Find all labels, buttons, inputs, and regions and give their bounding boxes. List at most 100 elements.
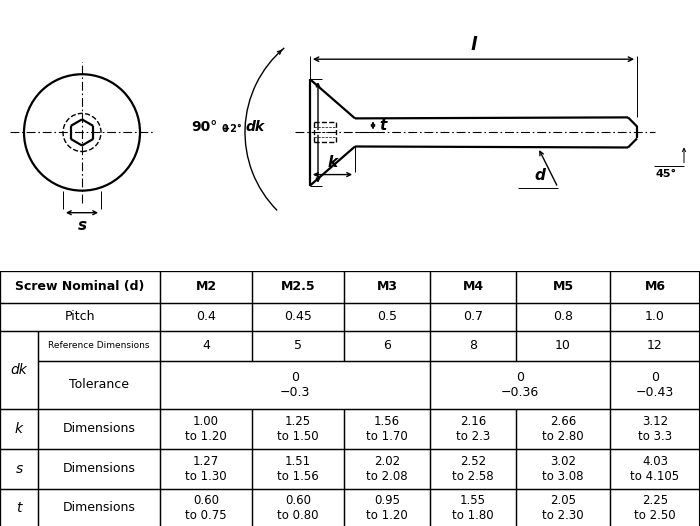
Bar xyxy=(38,361,160,409)
Bar xyxy=(160,303,252,331)
Bar xyxy=(160,409,252,449)
Text: t: t xyxy=(16,501,22,515)
Bar xyxy=(160,489,252,526)
Text: 2.52
to 2.58: 2.52 to 2.58 xyxy=(452,455,493,483)
Text: 0.8: 0.8 xyxy=(553,310,573,323)
Text: 2.05
to 2.30: 2.05 to 2.30 xyxy=(542,494,584,522)
Text: Tolerance: Tolerance xyxy=(69,378,129,391)
Text: 0
−0.3: 0 −0.3 xyxy=(280,371,310,399)
Bar xyxy=(0,271,160,303)
Bar xyxy=(430,331,516,361)
Text: 1.00
to 1.20: 1.00 to 1.20 xyxy=(185,415,227,443)
Text: M5: M5 xyxy=(552,280,573,294)
Bar xyxy=(516,409,610,449)
Text: 45°: 45° xyxy=(656,168,677,178)
Text: 2.25
to 2.50: 2.25 to 2.50 xyxy=(634,494,676,522)
Bar xyxy=(430,409,516,449)
Text: 0
−0.43: 0 −0.43 xyxy=(636,371,674,399)
Text: 0: 0 xyxy=(222,125,229,135)
Bar xyxy=(252,303,344,331)
Text: 6: 6 xyxy=(383,339,391,352)
Text: 1.25
to 1.50: 1.25 to 1.50 xyxy=(277,415,318,443)
Text: 4: 4 xyxy=(202,339,210,352)
Bar xyxy=(160,449,252,489)
Bar xyxy=(430,489,516,526)
Text: Screw Nominal (d): Screw Nominal (d) xyxy=(15,280,145,294)
Bar xyxy=(610,331,700,361)
Bar xyxy=(516,489,610,526)
Text: dk: dk xyxy=(10,363,27,377)
Bar xyxy=(610,449,700,489)
Bar xyxy=(252,449,344,489)
Text: M6: M6 xyxy=(645,280,666,294)
Bar xyxy=(610,489,700,526)
Bar xyxy=(610,361,700,409)
Text: M2.5: M2.5 xyxy=(281,280,315,294)
Text: 90°: 90° xyxy=(192,120,218,135)
Text: 2.02
to 2.08: 2.02 to 2.08 xyxy=(366,455,408,483)
Text: M3: M3 xyxy=(377,280,398,294)
Text: Dimensions: Dimensions xyxy=(62,501,135,514)
Text: Dimensions: Dimensions xyxy=(62,422,135,436)
Text: k: k xyxy=(15,422,23,436)
Text: Dimensions: Dimensions xyxy=(62,462,135,476)
Bar xyxy=(252,489,344,526)
Bar xyxy=(160,271,252,303)
Text: 1.56
to 1.70: 1.56 to 1.70 xyxy=(366,415,408,443)
Bar xyxy=(344,409,430,449)
Bar xyxy=(160,361,430,409)
Text: s: s xyxy=(78,218,87,232)
Bar xyxy=(0,331,38,409)
Text: 2.66
to 2.80: 2.66 to 2.80 xyxy=(542,415,584,443)
Bar xyxy=(430,449,516,489)
Bar xyxy=(430,361,610,409)
Bar xyxy=(516,449,610,489)
Bar xyxy=(430,303,516,331)
Bar xyxy=(0,449,38,489)
Text: 2.16
to 2.3: 2.16 to 2.3 xyxy=(456,415,490,443)
Bar xyxy=(344,331,430,361)
Text: t: t xyxy=(379,118,386,133)
Bar xyxy=(38,409,160,449)
Bar xyxy=(610,303,700,331)
Bar xyxy=(160,331,252,361)
Bar xyxy=(516,271,610,303)
Bar xyxy=(610,271,700,303)
Text: dk: dk xyxy=(245,120,264,135)
Bar xyxy=(252,331,344,361)
Bar xyxy=(252,271,344,303)
Text: d: d xyxy=(535,168,545,183)
Text: M4: M4 xyxy=(463,280,484,294)
Bar xyxy=(0,489,38,526)
Text: 0.4: 0.4 xyxy=(196,310,216,323)
Text: 1.27
to 1.30: 1.27 to 1.30 xyxy=(186,455,227,483)
Bar xyxy=(516,303,610,331)
Text: k: k xyxy=(328,155,337,169)
Bar xyxy=(344,489,430,526)
Text: 0.7: 0.7 xyxy=(463,310,483,323)
Text: 1.55
to 1.80: 1.55 to 1.80 xyxy=(452,494,493,522)
Text: 1.0: 1.0 xyxy=(645,310,665,323)
Text: 8: 8 xyxy=(469,339,477,352)
Bar xyxy=(38,449,160,489)
Text: 0.60
to 0.80: 0.60 to 0.80 xyxy=(277,494,318,522)
Text: M2: M2 xyxy=(195,280,216,294)
Bar xyxy=(344,449,430,489)
Text: 10: 10 xyxy=(555,339,571,352)
Text: 4.03
to 4.105: 4.03 to 4.105 xyxy=(631,455,680,483)
Text: 0.60
to 0.75: 0.60 to 0.75 xyxy=(186,494,227,522)
Text: 12: 12 xyxy=(647,339,663,352)
Bar xyxy=(252,409,344,449)
Text: 3.12
to 3.3: 3.12 to 3.3 xyxy=(638,415,672,443)
Bar xyxy=(38,489,160,526)
Text: 1.51
to 1.56: 1.51 to 1.56 xyxy=(277,455,319,483)
Text: 0.45: 0.45 xyxy=(284,310,312,323)
Text: 0
−0.36: 0 −0.36 xyxy=(501,371,539,399)
Text: s: s xyxy=(15,462,22,476)
Text: 3.02
to 3.08: 3.02 to 3.08 xyxy=(542,455,584,483)
Bar xyxy=(344,271,430,303)
Bar xyxy=(0,409,38,449)
Text: +2°: +2° xyxy=(222,125,242,135)
Text: 0.95
to 1.20: 0.95 to 1.20 xyxy=(366,494,408,522)
Text: 5: 5 xyxy=(294,339,302,352)
